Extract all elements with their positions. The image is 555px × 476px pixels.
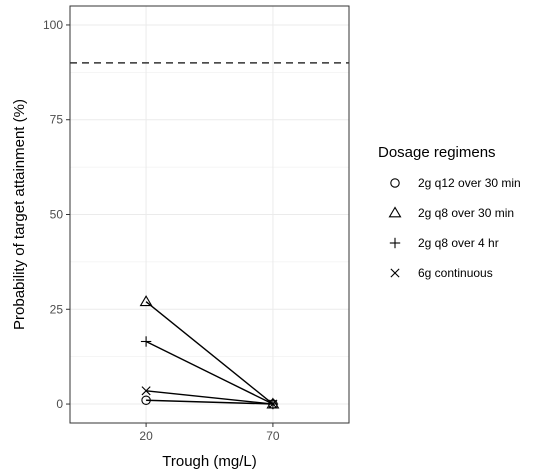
series-group [139, 295, 280, 410]
legend-key-plus [389, 237, 401, 249]
legend-label: 2g q12 over 30 min [418, 176, 521, 190]
series-line-circle [146, 399, 273, 405]
data-point-cross [141, 386, 151, 396]
legend-label: 2g q8 over 30 min [418, 206, 514, 220]
grid-lines [70, 6, 349, 423]
y-tick-label: 25 [50, 302, 64, 316]
data-point-triangle [139, 295, 153, 307]
x-tick-label: 70 [266, 429, 280, 443]
x-axis: 20 70 [139, 423, 280, 443]
series-line-cross [146, 390, 273, 405]
y-tick-label: 0 [56, 397, 63, 411]
legend-key-triangle [388, 206, 402, 218]
y-tick-label: 75 [50, 113, 64, 127]
legend-label: 6g continuous [418, 266, 493, 280]
legend-key-cross [390, 268, 400, 278]
legend-label: 2g q8 over 4 hr [418, 236, 499, 250]
series-line-plus [145, 340, 274, 405]
series-line-triangle [145, 301, 274, 405]
y-axis-title: Probability of target attainment (%) [11, 99, 28, 330]
data-point-cross [268, 399, 278, 409]
y-tick-label: 50 [50, 208, 64, 222]
y-axis: 0 25 50 75 100 [43, 18, 70, 411]
legend-title: Dosage regimens [378, 144, 496, 161]
y-tick-label: 100 [43, 18, 63, 32]
x-tick-label: 20 [139, 429, 153, 443]
legend: Dosage regimens 2g q12 over 30 min 2g q8 … [378, 144, 521, 280]
data-point-plus [140, 336, 152, 347]
data-point-circle [141, 395, 151, 406]
x-axis-title: Trough (mg/L) [162, 453, 256, 470]
legend-key-circle [390, 178, 400, 188]
